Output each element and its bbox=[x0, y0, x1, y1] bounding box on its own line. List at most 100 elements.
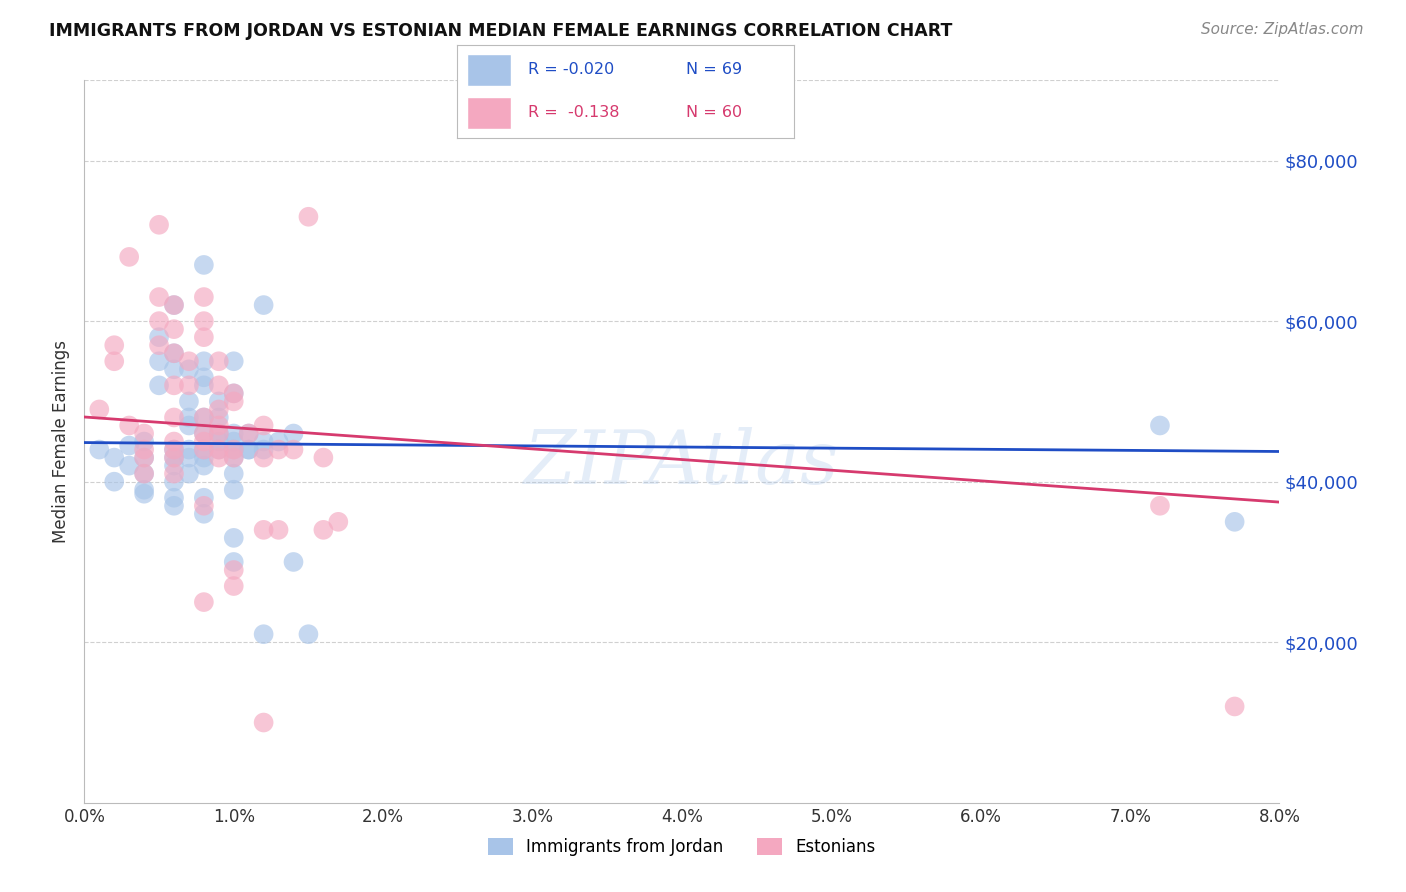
Point bbox=[132, 442, 156, 457]
Point bbox=[193, 491, 215, 505]
Point bbox=[208, 402, 231, 417]
Point bbox=[193, 330, 215, 344]
Point bbox=[267, 442, 290, 457]
Point bbox=[193, 499, 215, 513]
Y-axis label: Median Female Earnings: Median Female Earnings bbox=[52, 340, 70, 543]
Point bbox=[148, 314, 170, 328]
Point bbox=[253, 298, 276, 312]
FancyBboxPatch shape bbox=[467, 97, 510, 129]
Point bbox=[132, 467, 156, 481]
Point bbox=[163, 298, 186, 312]
Point bbox=[283, 426, 305, 441]
Point bbox=[163, 410, 186, 425]
Text: N = 60: N = 60 bbox=[686, 105, 742, 120]
Text: R = -0.020: R = -0.020 bbox=[527, 62, 614, 78]
Point bbox=[253, 418, 276, 433]
Point bbox=[222, 354, 245, 368]
Point bbox=[177, 410, 200, 425]
Point bbox=[103, 338, 125, 352]
Point bbox=[222, 386, 245, 401]
Point bbox=[283, 555, 305, 569]
Point bbox=[193, 370, 215, 384]
Point bbox=[193, 595, 215, 609]
Point bbox=[193, 434, 215, 449]
Point bbox=[177, 450, 200, 465]
Point bbox=[208, 410, 231, 425]
Point bbox=[132, 467, 156, 481]
Point bbox=[193, 410, 215, 425]
Point bbox=[193, 442, 215, 457]
Point bbox=[89, 402, 111, 417]
Point bbox=[148, 354, 170, 368]
FancyBboxPatch shape bbox=[467, 54, 510, 86]
Point bbox=[193, 290, 215, 304]
Point bbox=[238, 426, 260, 441]
Point bbox=[208, 434, 231, 449]
Point bbox=[222, 531, 245, 545]
Point bbox=[222, 394, 245, 409]
Point bbox=[312, 450, 335, 465]
Point bbox=[222, 426, 245, 441]
Point bbox=[148, 338, 170, 352]
Point bbox=[163, 442, 186, 457]
Point bbox=[297, 210, 319, 224]
Text: Source: ZipAtlas.com: Source: ZipAtlas.com bbox=[1201, 22, 1364, 37]
Point bbox=[208, 442, 231, 457]
Point bbox=[208, 450, 231, 465]
Point bbox=[118, 418, 141, 433]
Point bbox=[118, 438, 141, 452]
Point bbox=[163, 434, 186, 449]
Point bbox=[253, 715, 276, 730]
Point bbox=[148, 218, 170, 232]
Point bbox=[283, 442, 305, 457]
Point bbox=[1223, 515, 1246, 529]
Point bbox=[222, 442, 245, 457]
Point bbox=[238, 442, 260, 457]
Point bbox=[163, 298, 186, 312]
Point bbox=[193, 426, 215, 441]
Point bbox=[163, 450, 186, 465]
Point bbox=[222, 483, 245, 497]
Point bbox=[193, 258, 215, 272]
Point bbox=[208, 426, 231, 441]
Point bbox=[132, 450, 156, 465]
Legend: Immigrants from Jordan, Estonians: Immigrants from Jordan, Estonians bbox=[481, 831, 883, 863]
Point bbox=[222, 450, 245, 465]
Point bbox=[89, 442, 111, 457]
Point bbox=[163, 499, 186, 513]
Point bbox=[208, 418, 231, 433]
Point bbox=[193, 450, 215, 465]
Point bbox=[103, 450, 125, 465]
Point bbox=[163, 346, 186, 360]
Point bbox=[222, 442, 245, 457]
Point bbox=[328, 515, 350, 529]
Point bbox=[253, 523, 276, 537]
Point bbox=[163, 467, 186, 481]
Point bbox=[148, 290, 170, 304]
Point bbox=[253, 434, 276, 449]
Point bbox=[193, 410, 215, 425]
Point bbox=[132, 483, 156, 497]
Point bbox=[177, 394, 200, 409]
Point bbox=[103, 354, 125, 368]
Point bbox=[177, 354, 200, 368]
Point bbox=[267, 523, 290, 537]
Point bbox=[222, 555, 245, 569]
Point bbox=[163, 378, 186, 392]
Point bbox=[222, 467, 245, 481]
Point bbox=[1223, 699, 1246, 714]
Text: R =  -0.138: R = -0.138 bbox=[527, 105, 619, 120]
Point bbox=[118, 458, 141, 473]
Point bbox=[193, 354, 215, 368]
Text: ZIPAtlas: ZIPAtlas bbox=[524, 427, 839, 500]
Point bbox=[208, 426, 231, 441]
Point bbox=[238, 442, 260, 457]
Point bbox=[208, 378, 231, 392]
Point bbox=[222, 579, 245, 593]
Point bbox=[177, 362, 200, 376]
Point bbox=[163, 322, 186, 336]
Point bbox=[312, 523, 335, 537]
Point bbox=[163, 491, 186, 505]
Point bbox=[193, 442, 215, 457]
Point bbox=[148, 330, 170, 344]
